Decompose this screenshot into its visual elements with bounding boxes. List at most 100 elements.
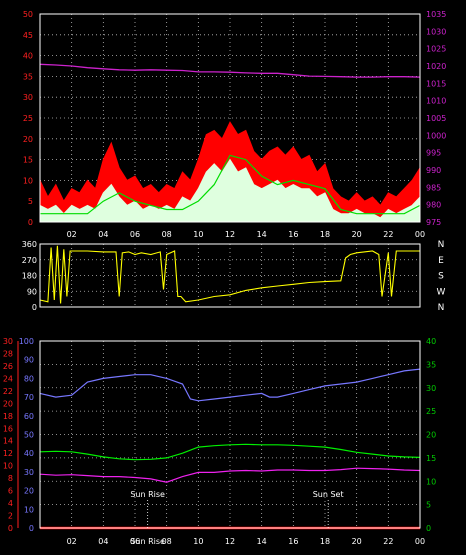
humidity-y-tick-label: 90: [24, 356, 34, 365]
direction-series: [39, 245, 420, 304]
rainfall-y-tick-label: 22: [3, 387, 13, 396]
wind-x-tick-label: 00: [415, 230, 425, 239]
compass-tick-label: W: [437, 287, 446, 297]
compass-tick-label: E: [438, 256, 444, 266]
rainfall-y-tick-label: 30: [3, 337, 13, 346]
humidity-y-tick-label: 30: [24, 468, 34, 477]
wind-x-tick-label: 20: [352, 230, 362, 239]
rainfall-y-tick-label: 18: [3, 412, 13, 421]
direction-y-tick-label: 90: [27, 287, 37, 296]
wind-frame: [39, 13, 421, 223]
dewpoint-series: [39, 467, 421, 483]
rainfall-y-tick-label: 10: [3, 462, 13, 471]
temperature-y-tick-label: 0: [426, 524, 431, 533]
wind-x-tick-label: 08: [162, 230, 172, 239]
temp-x-tick-label: 08: [162, 537, 172, 546]
wind-y-tick-label: 45: [23, 31, 33, 40]
sunrise-axis-label: Sun Rise: [130, 537, 165, 546]
direction-y-tick-label: 180: [22, 272, 37, 281]
wind-y-tick-label: 35: [23, 72, 33, 81]
wind-y-tick-label: 30: [23, 93, 33, 102]
barometer-y-tick-label: 990: [426, 166, 441, 175]
humidity-y-tick-label: 40: [24, 449, 34, 458]
humidity-axis-label: Humidity (%): [67, 323, 126, 333]
wind-x-tick-label: 04: [98, 230, 108, 239]
dewpoint-axis-label: Dew Point (°C): [394, 323, 460, 333]
humidity-y-tick-label: 50: [24, 431, 34, 440]
wind-x-tick-label: 06: [130, 230, 140, 239]
temperature-y-tick-label: 15: [426, 454, 436, 463]
temp-x-tick-label: 04: [98, 537, 108, 546]
temp-x-tick-label: 02: [67, 537, 77, 546]
rainfall-y-tick-label: 16: [3, 424, 13, 433]
temperature-y-tick-label: 20: [426, 431, 436, 440]
compass-tick-label: N: [438, 303, 445, 313]
barometer-y-tick-label: 980: [426, 201, 441, 210]
rainfall-axis-label: Rainfall (mm): [0, 323, 61, 333]
rainfall-y-tick-label: 12: [3, 449, 13, 458]
barometer-y-tick-label: 1000: [426, 131, 446, 140]
wind-barometer-panel: 0510152025303540455097598098599099510001…: [23, 10, 447, 239]
wind-x-tick-label: 12: [225, 230, 235, 239]
rainfall-y-tick-label: 4: [8, 499, 13, 508]
wind-y-tick-label: 0: [28, 218, 33, 227]
rainfall-y-tick-label: 0: [8, 524, 13, 533]
sunrise-label: Sun Rise: [130, 490, 165, 499]
temp-x-tick-label: 22: [383, 537, 393, 546]
humidity-y-tick-label: 80: [24, 374, 34, 383]
temp-x-tick-label: 20: [352, 537, 362, 546]
wind-x-tick-label: 16: [288, 230, 298, 239]
windspeed-axis-label: Windspeed (kph): [36, 2, 112, 12]
temp-x-tick-label: 00: [415, 537, 425, 546]
humidity-y-tick-label: 10: [24, 505, 34, 514]
temperature-humidity-panel: Sun Rise Sun Set0246810121416182022242628…: [3, 337, 436, 546]
sunset-label: Sun Set: [313, 490, 344, 499]
wind-y-tick-label: 20: [23, 135, 33, 144]
temp-frame: [39, 340, 421, 529]
wind-x-tick-label: 02: [67, 230, 77, 239]
temperature-axis-label: Temperature (°C): [311, 323, 390, 333]
temperature-y-tick-label: 35: [426, 360, 436, 369]
barometer-axis-label: Barometer (hpa): [371, 2, 446, 12]
direction-y-tick-label: 270: [22, 256, 37, 265]
chart-title: 24 hour graph data - 30 October 2025: [162, 2, 334, 12]
barometer-y-tick-label: 1025: [426, 45, 446, 54]
rainfall-y-tick-label: 6: [8, 487, 13, 496]
direction-y-tick-label: 0: [32, 303, 37, 312]
barometer-series: [39, 63, 421, 78]
wind-y-tick-label: 25: [23, 114, 33, 123]
temperature-y-tick-label: 30: [426, 384, 436, 393]
temp-x-tick-label: 14: [257, 537, 267, 546]
temperature-y-tick-label: 5: [426, 501, 431, 510]
barometer-y-tick-label: 1030: [426, 27, 446, 36]
temp-x-tick-label: 06: [130, 537, 140, 546]
wind-x-tick-label: 14: [257, 230, 267, 239]
temperature-series: [39, 443, 421, 461]
compass-tick-label: N: [438, 240, 445, 250]
barometer-y-tick-label: 975: [426, 218, 441, 227]
temp-x-tick-label: 10: [193, 537, 203, 546]
humidity-series: [39, 368, 421, 402]
barometer-y-tick-label: 1010: [426, 97, 446, 106]
temperature-y-tick-label: 40: [426, 337, 436, 346]
wind-y-tick-label: 10: [23, 176, 33, 185]
compass-tick-label: S: [438, 272, 444, 282]
humidity-y-tick-label: 70: [24, 393, 34, 402]
temp-x-tick-label: 18: [320, 537, 330, 546]
wind-y-tick-label: 15: [23, 156, 33, 165]
humidity-y-tick-label: 100: [19, 337, 34, 346]
barometer-y-tick-label: 1005: [426, 114, 446, 123]
humidity-y-tick-label: 60: [24, 412, 34, 421]
wind-x-tick-label: 22: [383, 230, 393, 239]
rainfall-y-tick-label: 14: [3, 437, 13, 446]
temperature-y-tick-label: 10: [426, 477, 436, 486]
average-wind-series: [40, 154, 421, 215]
temp-x-tick-label: 16: [288, 537, 298, 546]
humidity-y-tick-label: 0: [29, 524, 34, 533]
wind-x-tick-label: 18: [320, 230, 330, 239]
rainfall-y-tick-label: 8: [8, 474, 13, 483]
rainfall-y-tick-label: 24: [3, 374, 13, 383]
wind-y-tick-label: 50: [23, 10, 33, 19]
